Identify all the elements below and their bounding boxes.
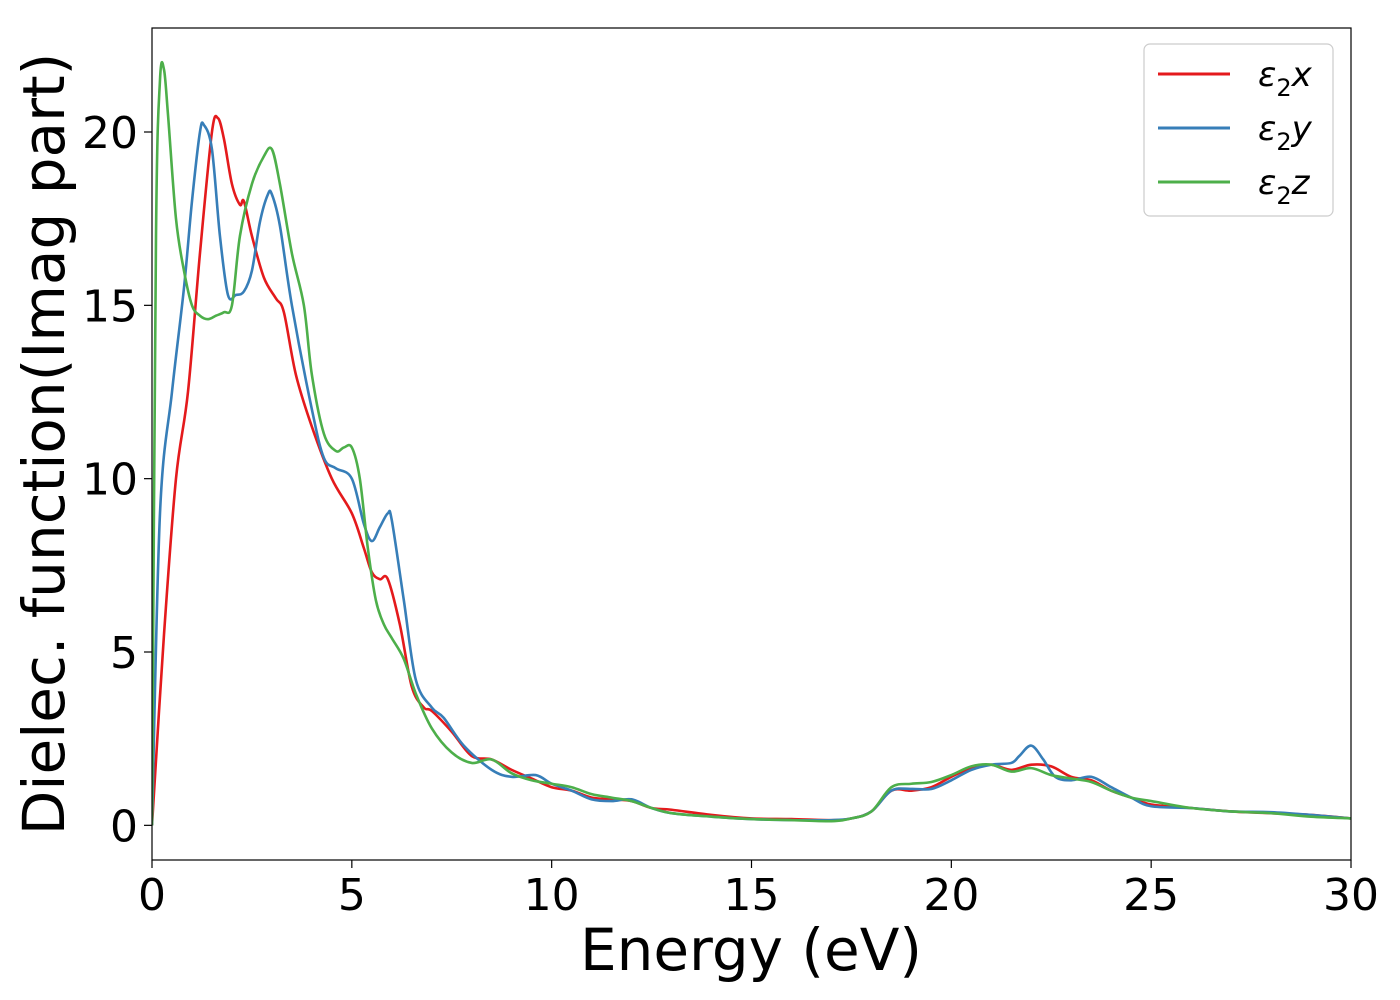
legend-label-tail: z: [1291, 163, 1311, 203]
y-axis-title: Dielec. function(Imag part): [10, 53, 78, 836]
y-tick-label: 0: [110, 801, 138, 852]
legend-label-sub: 2: [1276, 182, 1291, 210]
legend-label-main: ε: [1258, 163, 1276, 203]
x-tick-label: 10: [524, 870, 580, 921]
legend-label-sub: 2: [1276, 128, 1291, 156]
x-tick-label: 0: [138, 870, 166, 921]
legend-label-main: ε: [1258, 109, 1276, 149]
x-tick-label: 5: [338, 870, 366, 921]
legend-label-tail: x: [1291, 55, 1313, 95]
x-tick-label: 30: [1323, 870, 1379, 921]
y-tick-label: 20: [82, 108, 138, 159]
x-tick-label: 15: [724, 870, 780, 921]
x-tick-label: 20: [923, 870, 979, 921]
x-tick-label: 25: [1123, 870, 1179, 921]
legend-label-main: ε: [1258, 55, 1276, 95]
y-tick-label: 5: [110, 628, 138, 679]
y-tick-label: 10: [82, 455, 138, 506]
y-tick-label: 15: [82, 281, 138, 332]
legend-label-sub: 2: [1276, 74, 1291, 102]
legend-label-tail: y: [1291, 109, 1313, 149]
x-axis-title: Energy (eV): [580, 916, 922, 984]
